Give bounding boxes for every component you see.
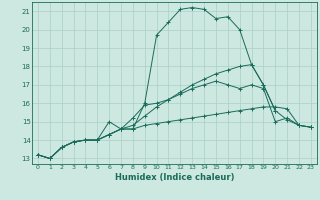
X-axis label: Humidex (Indice chaleur): Humidex (Indice chaleur) [115, 173, 234, 182]
